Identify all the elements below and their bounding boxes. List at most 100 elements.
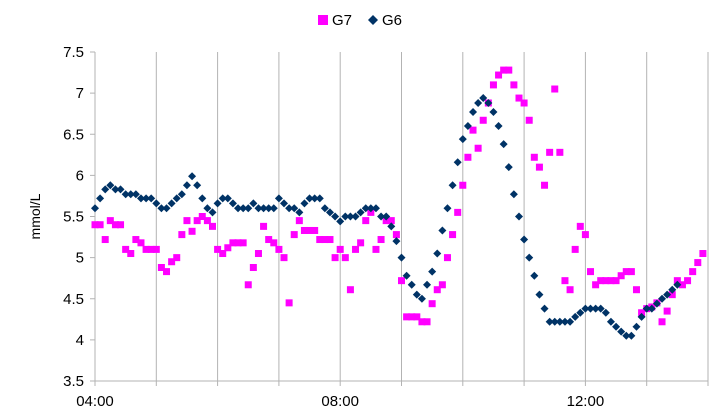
data-point-g7: [326, 236, 334, 244]
data-point-g7: [566, 286, 574, 294]
data-point-g7: [607, 277, 615, 285]
data-point-g7: [147, 245, 155, 253]
data-point-g6: [673, 280, 682, 289]
data-point-g7: [101, 236, 109, 244]
legend: G7 G6: [318, 12, 402, 29]
y-tick-label: 5.5: [63, 209, 84, 226]
data-point-g7: [479, 116, 487, 124]
y-tick-label: 7.5: [63, 44, 84, 61]
data-point-g7: [254, 250, 262, 258]
data-point-g6: [371, 204, 380, 213]
data-point-g6: [136, 194, 145, 203]
data-point-g7: [694, 259, 702, 267]
data-point-g6: [285, 204, 294, 213]
data-point-g7: [127, 250, 135, 258]
data-point-g6: [142, 194, 151, 203]
data-point-g7: [428, 300, 436, 308]
y-tick-label: 3.5: [63, 373, 84, 390]
data-point-g6: [382, 212, 391, 221]
data-point-g7: [157, 263, 165, 271]
data-point-g6: [535, 290, 544, 299]
data-point-g7: [106, 217, 114, 225]
data-point-g7: [474, 144, 482, 152]
data-point-g6: [264, 204, 273, 213]
data-point-g6: [458, 135, 467, 144]
data-point-g7: [193, 217, 201, 225]
data-point-g6: [269, 204, 278, 213]
data-point-g7: [91, 221, 99, 229]
data-point-g6: [530, 271, 539, 280]
data-point-g6: [315, 194, 324, 203]
data-point-g6: [147, 194, 156, 203]
data-point-g7: [178, 231, 186, 239]
data-point-g7: [270, 239, 278, 247]
data-point-g7: [581, 231, 589, 239]
data-point-g7: [505, 66, 513, 74]
data-point-g7: [336, 245, 344, 253]
data-point-g6: [606, 317, 615, 326]
data-point-g6: [397, 253, 406, 262]
data-point-g6: [131, 190, 140, 199]
data-point-g6: [489, 108, 498, 117]
data-point-g7: [168, 258, 176, 266]
data-point-g7: [352, 245, 360, 253]
data-point-g6: [325, 208, 334, 217]
legend-marker-g6: [368, 15, 378, 25]
data-point-g6: [167, 199, 176, 208]
data-point-g6: [290, 204, 299, 213]
data-point-g6: [632, 322, 641, 331]
data-point-g6: [249, 199, 258, 208]
data-point-g6: [203, 204, 212, 213]
data-point-g7: [413, 313, 421, 321]
data-point-g7: [249, 263, 257, 271]
data-point-g7: [117, 221, 125, 229]
data-point-g6: [254, 204, 263, 213]
data-point-g7: [372, 245, 380, 253]
data-point-g7: [541, 181, 549, 189]
y-tick-label: 6: [76, 167, 84, 184]
data-point-g7: [663, 307, 671, 315]
data-point-g6: [566, 317, 575, 326]
data-point-g6: [622, 331, 631, 340]
data-point-g7: [459, 181, 467, 189]
data-point-g7: [515, 94, 523, 102]
data-point-g7: [111, 221, 119, 229]
data-point-g7: [377, 236, 385, 244]
data-point-g6: [520, 235, 529, 244]
data-point-g6: [177, 190, 186, 199]
data-point-g6: [407, 280, 416, 289]
data-point-g7: [510, 81, 518, 89]
data-point-g7: [346, 286, 354, 294]
data-point-g7: [290, 231, 298, 239]
data-point-g6: [576, 308, 585, 317]
data-point-g6: [612, 322, 621, 331]
data-point-g6: [152, 199, 161, 208]
data-point-g6: [157, 204, 166, 213]
data-point-g6: [417, 294, 426, 303]
data-point-g7: [408, 313, 416, 321]
data-point-g6: [377, 212, 386, 221]
data-point-g7: [152, 245, 160, 253]
data-point-g6: [453, 158, 462, 167]
data-point-g6: [218, 194, 227, 203]
data-point-g7: [627, 268, 635, 276]
data-point-g7: [469, 126, 477, 134]
data-point-g6: [213, 199, 222, 208]
data-point-g6: [106, 181, 115, 190]
data-point-g6: [295, 208, 304, 217]
data-point-g6: [479, 94, 488, 103]
data-point-g6: [504, 163, 513, 172]
data-point-g7: [638, 309, 646, 317]
data-point-g6: [392, 237, 401, 246]
data-point-g6: [540, 304, 549, 313]
data-point-g7: [188, 227, 196, 235]
data-point-g6: [509, 190, 518, 199]
data-point-g6: [637, 312, 646, 321]
data-point-g7: [520, 99, 528, 107]
data-point-g6: [341, 212, 350, 221]
data-point-g6: [514, 212, 523, 221]
data-point-g7: [280, 254, 288, 262]
data-point-g7: [198, 213, 206, 220]
data-point-g7: [295, 217, 303, 225]
data-point-g7: [438, 281, 446, 289]
